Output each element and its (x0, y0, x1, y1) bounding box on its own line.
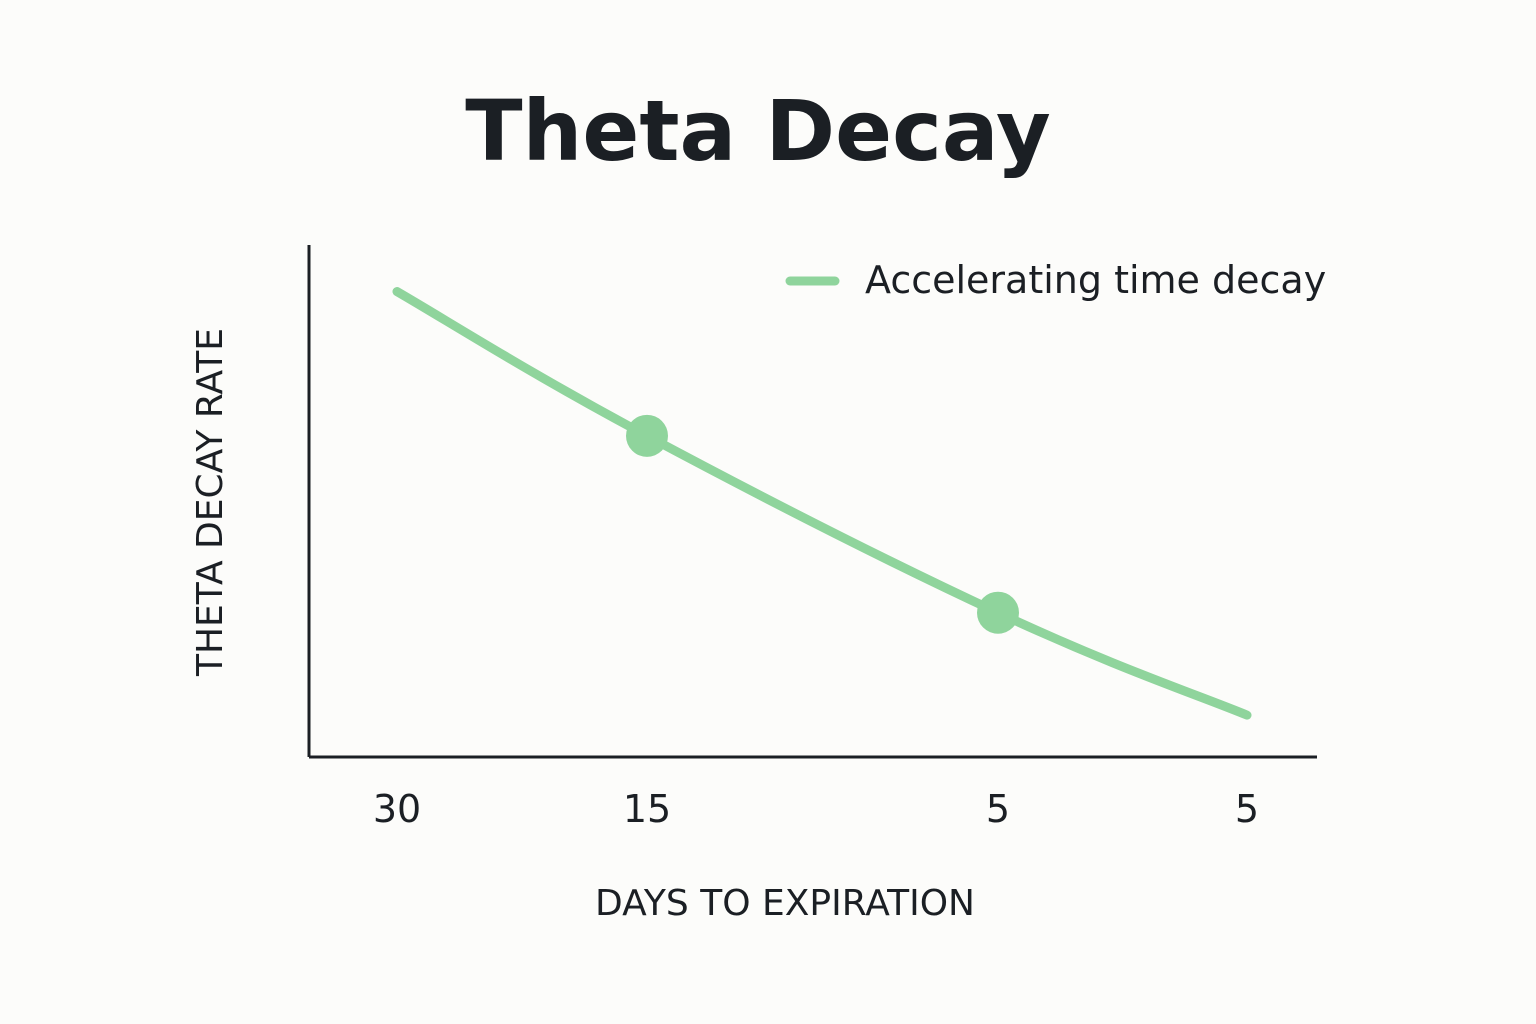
chart-title: Theta Decay (465, 82, 1051, 180)
legend: Accelerating time decay (785, 258, 1326, 302)
x-tick-labels: 30 15 5 5 (373, 787, 1259, 831)
x-tick-label: 30 (373, 787, 421, 831)
x-tick-label: 5 (986, 787, 1010, 831)
x-axis-label: DAYS TO EXPIRATION (595, 883, 975, 924)
x-tick-label: 15 (623, 787, 671, 831)
x-tick-label: 5 (1235, 787, 1259, 831)
series-line (392, 287, 1252, 720)
y-axis-label: THETA DECAY RATE (190, 328, 231, 677)
data-point-marker (977, 591, 1019, 634)
data-point-marker (626, 414, 668, 457)
legend-label: Accelerating time decay (865, 258, 1326, 302)
series-layer (392, 287, 1252, 720)
